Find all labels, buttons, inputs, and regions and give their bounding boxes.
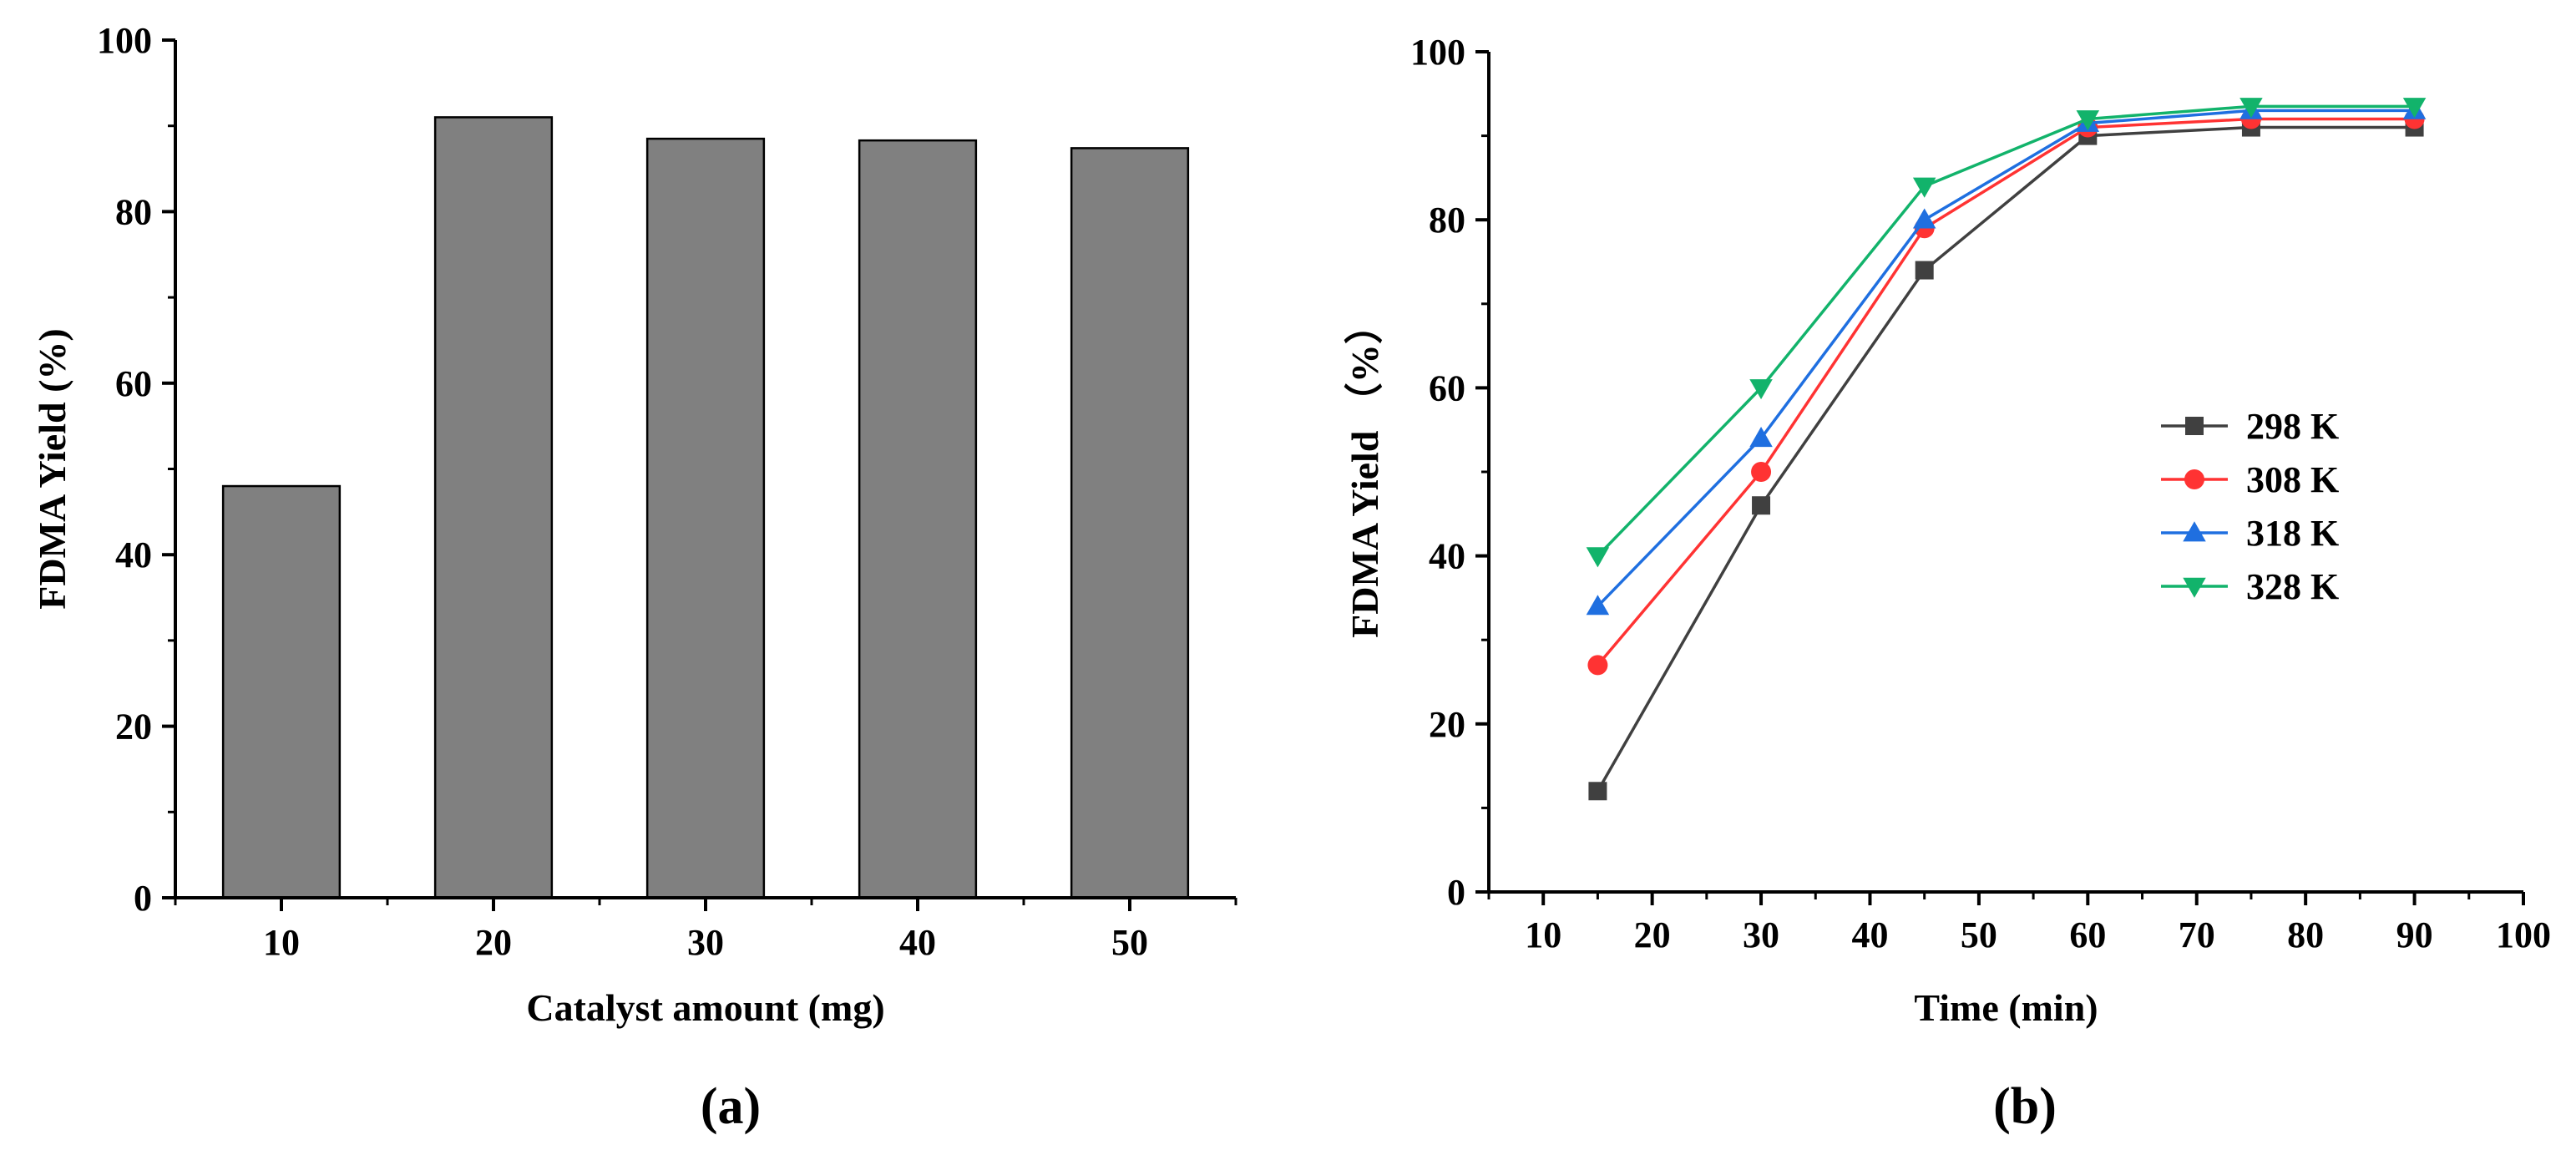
a-bars: [221, 116, 1190, 899]
a-x-tick-label: 20: [475, 922, 512, 963]
panel-b-line-chart: 0 20 40 60 80 100 10 20 30 40 50 60 70 80 90 100 298 K 3…: [1344, 32, 2551, 1135]
legend-marker: [2183, 521, 2206, 542]
series-328-K: [1586, 98, 2427, 568]
a-y-tick-label: 80: [115, 191, 152, 232]
bar-30: [645, 137, 766, 899]
b-y-axis-title: FDMA Yield （%）: [1344, 306, 1386, 638]
b-x-tick-label: 40: [1851, 914, 1888, 955]
a-panel-label: (a): [701, 1078, 761, 1135]
series-line: [1597, 104, 2415, 557]
data-point: [2239, 98, 2263, 119]
b-x-tick-label: 20: [1634, 914, 1671, 955]
data-point: [2402, 98, 2427, 119]
data-point: [2076, 110, 2100, 131]
a-x-tick-label: 10: [263, 922, 300, 963]
b-y-tick-label: 40: [1429, 536, 1465, 577]
data-point: [1912, 177, 1936, 198]
b-x-tick-label: 50: [1961, 914, 1997, 955]
data-point: [1749, 427, 1773, 448]
data-point: [1751, 462, 1772, 482]
b-panel-label: (b): [1993, 1078, 2057, 1135]
data-point: [1586, 595, 1610, 616]
b-x-axis-title: Time (min): [1914, 986, 2098, 1029]
b-x-tick-label: 70: [2179, 914, 2215, 955]
b-y-tick-label: 20: [1429, 704, 1465, 745]
a-ticks: 0 20 40 60 80 100 10 20 30 40 50: [97, 20, 1237, 963]
series-line: [1597, 117, 2415, 666]
b-y-tick-label: 100: [1410, 32, 1465, 73]
bar-10: [221, 484, 342, 899]
b-x-tick-label: 80: [2287, 914, 2324, 955]
b-x-tick-label: 90: [2396, 914, 2433, 955]
a-y-tick-label: 40: [115, 534, 152, 575]
a-x-tick-label: 50: [1111, 922, 1148, 963]
data-point: [1749, 379, 1773, 400]
b-ticks: 0 20 40 60 80 100 10 20 30 40 50 60 70 80 90 100: [1410, 32, 2551, 955]
b-legend: 298 K 308 K 318 K 328 K: [2161, 406, 2339, 607]
bar-40: [858, 139, 978, 899]
legend-marker: [2185, 417, 2204, 435]
b-x-tick-label: 60: [2069, 914, 2106, 955]
data-point: [1912, 208, 1936, 229]
b-x-tick-label: 30: [1743, 914, 1779, 955]
a-x-tick-label: 30: [687, 922, 724, 963]
bar-20: [433, 116, 554, 899]
b-y-tick-label: 60: [1429, 367, 1465, 408]
data-point: [1752, 496, 1771, 515]
legend-label: 308 K: [2246, 459, 2339, 500]
a-y-tick-label: 60: [115, 363, 152, 404]
a-x-axis-title: Catalyst amount (mg): [526, 986, 884, 1029]
b-x-tick-label: 10: [1525, 914, 1561, 955]
data-point: [1587, 655, 1608, 676]
a-x-tick-label: 40: [899, 922, 936, 963]
series-line: [1596, 125, 2415, 793]
series-line: [1597, 109, 2415, 608]
data-point: [1586, 547, 1610, 568]
a-y-tick-label: 0: [134, 878, 152, 919]
b-series: [1586, 98, 2427, 801]
b-y-tick-label: 80: [1429, 200, 1465, 241]
a-y-axis-title: FDMA Yield (%): [31, 328, 73, 609]
data-point: [1588, 782, 1607, 801]
data-point: [1915, 261, 1934, 280]
a-y-tick-label: 20: [115, 707, 152, 747]
panel-a-bar-chart: 0 20 40 60 80 100 10 20 30 40 50 Catalyst amount (…: [31, 20, 1237, 1135]
legend-label: 298 K: [2246, 406, 2339, 447]
a-y-tick-label: 100: [97, 20, 152, 61]
legend-label: 318 K: [2246, 513, 2339, 554]
legend-label: 328 K: [2246, 566, 2339, 607]
legend-marker: [2183, 577, 2206, 598]
b-x-tick-label: 100: [2496, 914, 2551, 955]
bar-50: [1070, 147, 1190, 899]
b-y-tick-label: 0: [1447, 872, 1465, 913]
legend-marker: [2184, 469, 2204, 489]
